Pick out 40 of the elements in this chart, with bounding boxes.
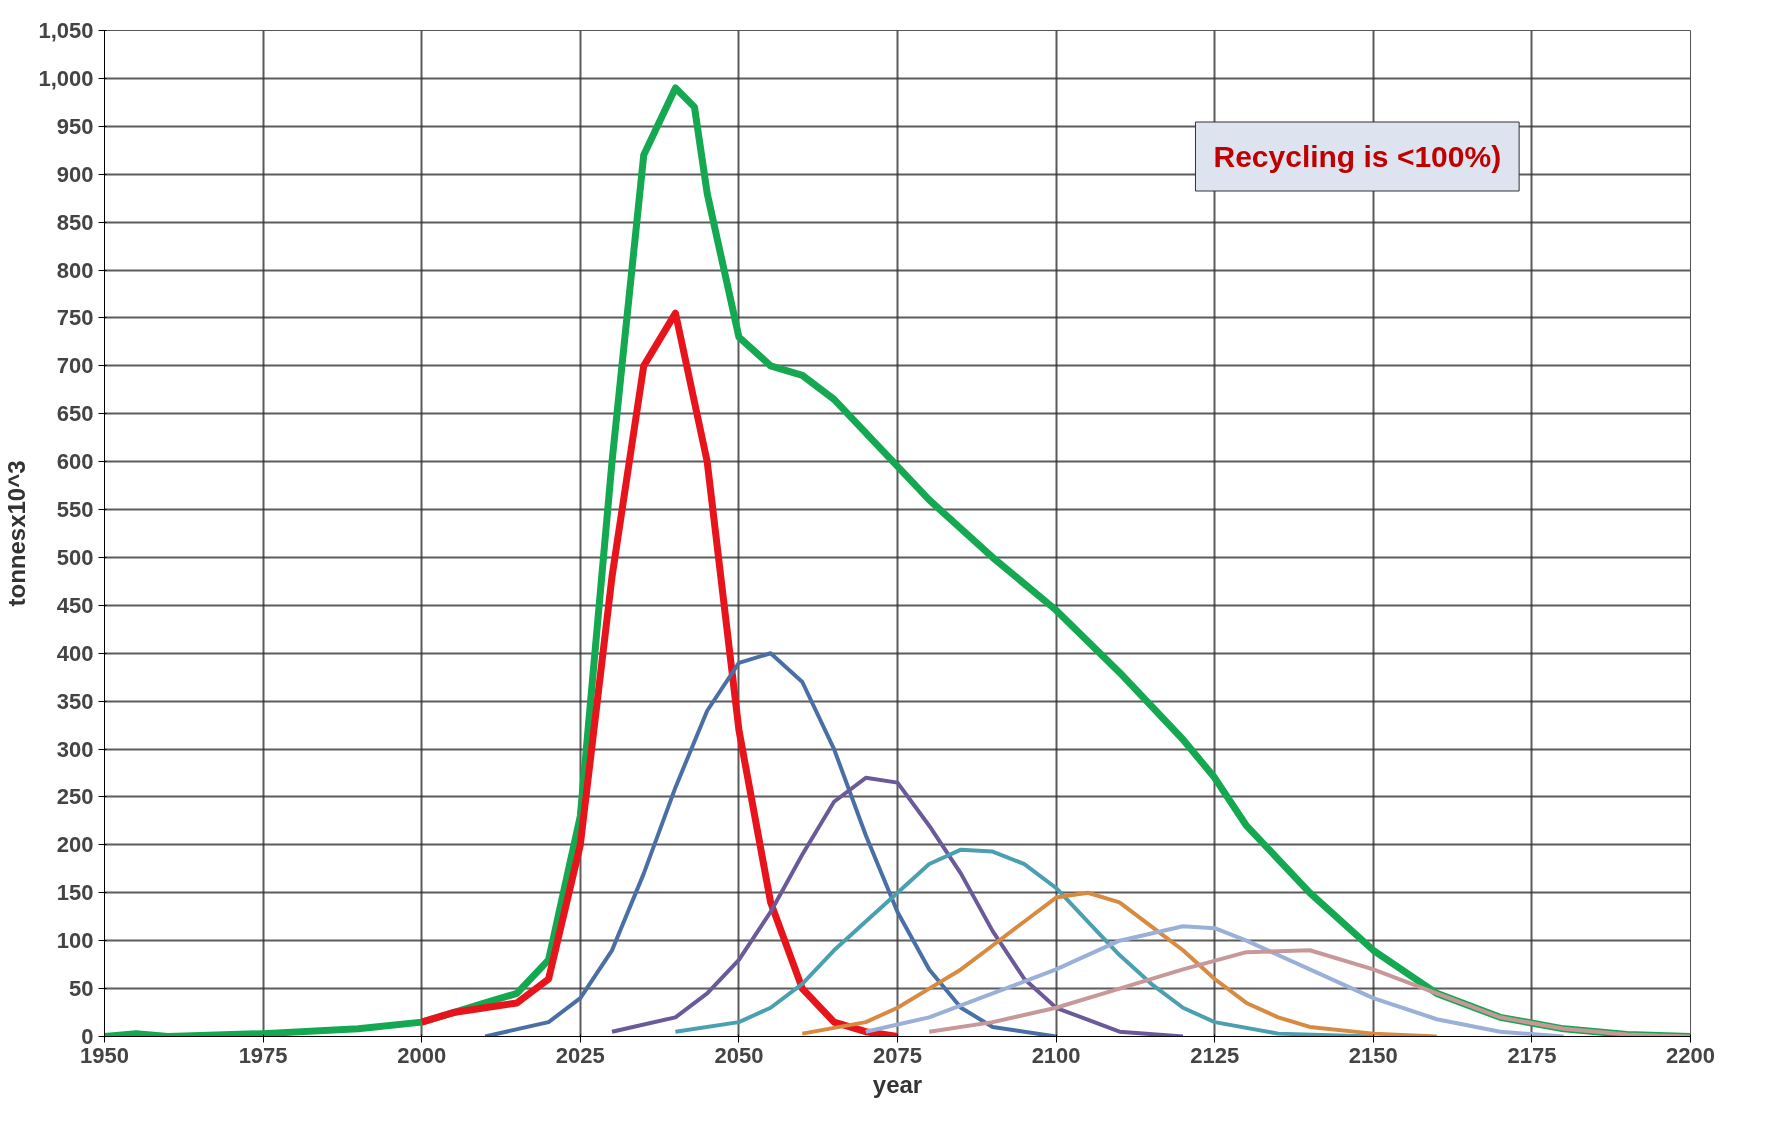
x-tick-label: 2175 <box>1507 1042 1557 1068</box>
y-tick-label: 650 <box>56 401 94 427</box>
y-tick-label: 800 <box>56 257 94 283</box>
x-tick-label: 2025 <box>555 1042 605 1068</box>
line-series <box>863 924 1566 1037</box>
x-tick-label: 2075 <box>873 1042 922 1068</box>
y-tick-label: 750 <box>56 305 94 331</box>
y-tick-label: 550 <box>56 497 94 523</box>
x-tick-label: 1975 <box>238 1042 288 1068</box>
x-tick-label: 2000 <box>397 1042 447 1068</box>
y-tick-label: 400 <box>56 640 94 666</box>
y-tick-label: 500 <box>56 544 94 570</box>
x-tick-label: 2050 <box>714 1042 764 1068</box>
x-tick-label: 2200 <box>1666 1042 1715 1068</box>
x-tick-label: 2100 <box>1031 1042 1081 1068</box>
y-tick-label: 450 <box>56 592 94 618</box>
line-series <box>927 948 1691 1037</box>
y-tick-label: 1,050 <box>38 18 94 43</box>
annotation: Recycling is <100%) <box>1213 140 1502 173</box>
y-tick-label: 850 <box>56 209 94 235</box>
x-axis-title: year <box>872 1070 923 1098</box>
y-tick-label: 700 <box>56 353 94 379</box>
x-tick-label: 2125 <box>1190 1042 1240 1068</box>
line-series <box>483 651 1059 1037</box>
y-tick-label: 950 <box>56 113 94 139</box>
y-tick-label: 350 <box>56 688 94 714</box>
y-tick-label: 150 <box>56 880 94 906</box>
y-tick-label: 1,000 <box>38 65 94 91</box>
y-axis-title: tonnesx10^3 <box>3 460 31 607</box>
y-tick-label: 300 <box>56 736 94 762</box>
y-tick-label: 600 <box>56 449 94 475</box>
y-tick-label: 0 <box>81 1024 94 1049</box>
y-tick-label: 250 <box>56 784 94 810</box>
y-tick-label: 100 <box>56 928 94 954</box>
line-series <box>610 775 1185 1037</box>
x-tick-label: 2150 <box>1348 1042 1398 1068</box>
y-tick-label: 50 <box>69 976 94 1002</box>
y-tick-label: 900 <box>56 161 94 187</box>
y-tick-label: 200 <box>56 832 94 858</box>
line-series <box>800 890 1439 1037</box>
